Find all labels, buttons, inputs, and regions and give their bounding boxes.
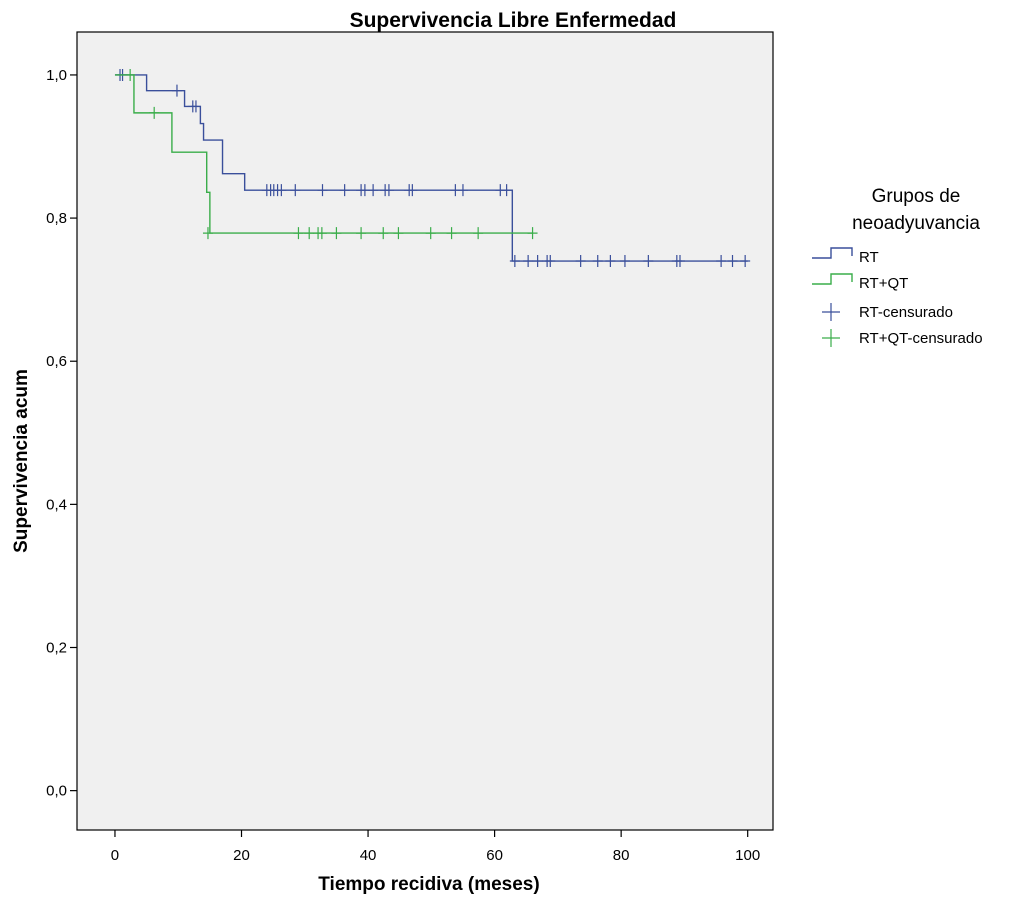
censor-mark	[473, 227, 484, 240]
censor-mark	[527, 227, 538, 240]
censor-mark	[523, 255, 534, 268]
x-tick-label: 40	[360, 847, 377, 864]
legend-item-rt-censurado: RT-censurado	[822, 303, 953, 321]
censor-mark	[727, 255, 738, 268]
censor-mark	[290, 184, 301, 197]
censor-mark	[202, 227, 213, 240]
x-tick-label: 80	[613, 847, 630, 864]
y-tick-label: 0,4	[46, 496, 67, 513]
legend-item-rt-qt-censurado: RT+QT-censurado	[822, 329, 983, 347]
censor-mark	[276, 184, 287, 197]
censor-mark	[509, 255, 520, 268]
censor-mark	[575, 255, 586, 268]
censor-mark	[393, 227, 404, 240]
y-axis: 0,0 0,2 0,4 0,6 0,8 1,0	[46, 67, 77, 800]
y-tick-label: 0,6	[46, 353, 67, 370]
legend-label: RT+QT	[859, 275, 908, 292]
censor-mark	[407, 184, 418, 197]
censor-mark	[501, 184, 512, 197]
legend-swatch	[812, 273, 853, 285]
censor-mark	[605, 255, 616, 268]
legend-title-line-1: Grupos de	[872, 186, 961, 207]
censor-mark	[425, 227, 436, 240]
censor-mark	[457, 184, 468, 197]
legend-title-line-2: neoadyuvancia	[852, 213, 980, 234]
legend-label: RT+QT-censurado	[859, 330, 983, 347]
censor-mark	[545, 255, 556, 268]
x-axis-label: Tiempo recidiva (meses)	[318, 874, 539, 895]
y-tick-label: 1,0	[46, 67, 67, 84]
legend: Grupos de neoadyuvancia RT RT+QT RT-censur…	[812, 186, 983, 347]
plot-area	[76, 31, 774, 831]
censor-mark	[125, 68, 136, 81]
x-tick-label: 100	[735, 847, 760, 864]
censor-mark	[716, 255, 727, 268]
censor-mark	[368, 184, 379, 197]
censor-mark	[674, 255, 685, 268]
y-tick-label: 0,2	[46, 639, 67, 656]
censor-mark	[378, 227, 389, 240]
x-tick-label: 0	[111, 847, 119, 864]
censor-mark	[316, 227, 327, 240]
series-line-rt-qt	[114, 74, 533, 234]
x-tick-label: 20	[233, 847, 250, 864]
censor-mark	[740, 255, 751, 268]
y-tick-label: 0,0	[46, 783, 67, 800]
censor-mark	[446, 227, 457, 240]
censor-mark	[304, 227, 315, 240]
censor-mark	[190, 100, 201, 113]
chart-title: Supervivencia Libre Enfermedad	[350, 9, 677, 32]
censor-mark	[643, 255, 654, 268]
censor-mark	[331, 227, 342, 240]
censor-mark	[339, 184, 350, 197]
censor-mark	[532, 255, 543, 268]
censor-mark	[317, 184, 328, 197]
censor-mark	[619, 255, 630, 268]
legend-swatch	[812, 247, 853, 259]
legend-label: RT-censurado	[859, 304, 953, 321]
censor-mark	[171, 84, 182, 97]
censor-mark	[383, 184, 394, 197]
x-tick-label: 60	[486, 847, 503, 864]
legend-item-rt-qt: RT+QT	[812, 273, 908, 292]
legend-censor-mark	[822, 329, 840, 347]
censor-mark	[149, 106, 160, 119]
censor-mark	[293, 227, 304, 240]
legend-censor-mark	[822, 303, 840, 321]
censor-mark	[356, 227, 367, 240]
legend-item-rt: RT	[812, 247, 879, 266]
legend-label: RT	[859, 249, 879, 266]
x-axis: 0 20 40 60 80 100	[111, 830, 760, 864]
y-tick-label: 0,8	[46, 210, 67, 227]
censor-mark	[592, 255, 603, 268]
series-layer	[114, 68, 751, 268]
y-axis-label: Supervivencia acum	[11, 369, 32, 553]
